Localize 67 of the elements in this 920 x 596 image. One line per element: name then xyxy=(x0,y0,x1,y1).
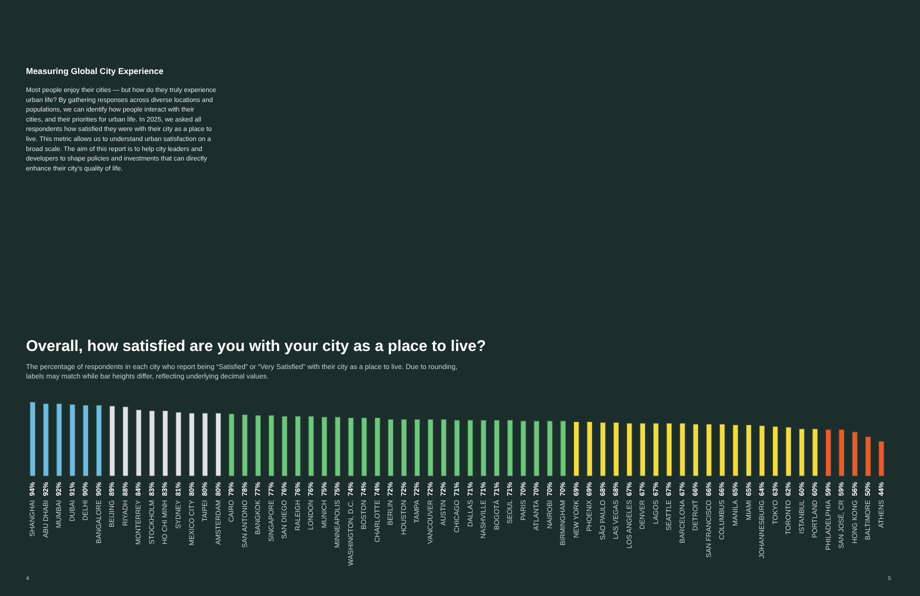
bar xyxy=(640,422,646,476)
bar xyxy=(361,417,368,476)
bar xyxy=(334,416,341,476)
bar xyxy=(401,419,407,476)
bar xyxy=(520,420,526,476)
bar xyxy=(812,428,818,476)
bar xyxy=(348,417,354,476)
bar xyxy=(136,410,142,476)
bar xyxy=(494,420,500,476)
bar xyxy=(109,406,116,476)
bar xyxy=(202,412,208,476)
bar xyxy=(586,421,593,476)
bar xyxy=(56,403,62,476)
bar xyxy=(546,420,553,476)
bar xyxy=(374,417,380,476)
bar xyxy=(480,420,486,476)
bar xyxy=(215,412,222,476)
bar xyxy=(188,412,195,476)
bar xyxy=(865,436,872,476)
bar xyxy=(507,420,513,476)
bar xyxy=(30,402,36,476)
bar xyxy=(798,428,805,476)
bar xyxy=(42,403,49,476)
bar xyxy=(706,424,712,476)
bar xyxy=(613,422,620,476)
bar xyxy=(692,424,699,476)
bar xyxy=(176,412,182,476)
bar xyxy=(122,406,128,476)
bar xyxy=(149,410,155,476)
bar xyxy=(454,420,460,476)
bar xyxy=(82,404,89,476)
bar xyxy=(414,419,420,476)
bar xyxy=(282,416,288,476)
bar xyxy=(268,415,274,476)
bar xyxy=(228,414,235,476)
bar xyxy=(600,422,606,476)
bar xyxy=(759,425,765,476)
bar xyxy=(440,419,447,476)
bar xyxy=(852,432,858,476)
bar xyxy=(746,424,752,476)
bar xyxy=(652,422,659,476)
bar xyxy=(255,415,262,476)
bar xyxy=(308,416,314,476)
bar xyxy=(534,420,540,476)
bar xyxy=(786,426,792,476)
bar xyxy=(560,420,566,476)
bar xyxy=(162,410,168,476)
bar xyxy=(69,404,76,476)
bar xyxy=(878,441,884,476)
bar xyxy=(242,414,248,476)
bar xyxy=(294,416,301,476)
bar xyxy=(732,424,738,476)
bar xyxy=(626,422,632,476)
chart-title: Overall, how satisfied are you with your city as a place to live? xyxy=(26,338,486,355)
bar xyxy=(679,422,686,476)
bar xyxy=(96,404,102,476)
bar xyxy=(825,429,832,476)
bar xyxy=(719,424,726,476)
bar xyxy=(573,421,580,476)
bar xyxy=(467,420,474,476)
bar xyxy=(838,429,845,476)
bar xyxy=(388,419,394,476)
bar xyxy=(428,419,434,476)
bar xyxy=(666,422,672,476)
text: Measuring Global City Experience xyxy=(26,66,164,76)
bar xyxy=(321,416,328,476)
bar xyxy=(772,426,778,476)
